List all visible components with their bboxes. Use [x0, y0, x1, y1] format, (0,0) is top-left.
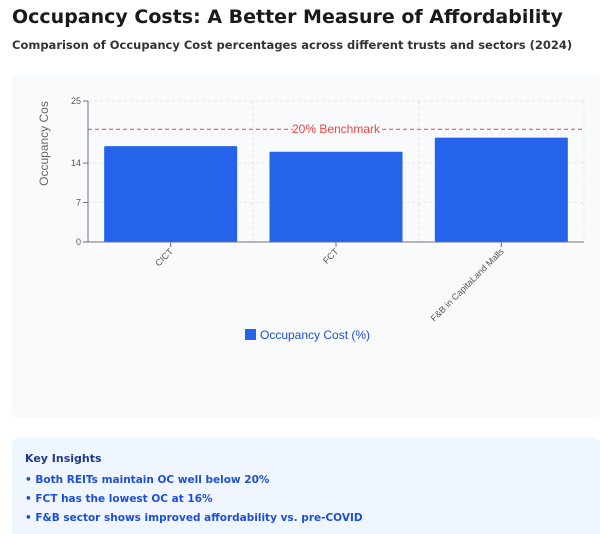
- x-tick-label: CICT: [153, 246, 175, 268]
- legend-label: Occupancy Cost (%): [260, 328, 370, 342]
- occupancy-cost-bar-chart: 0 7 14 25 Occupancy Cos 20% Benchmark CICT FCT F…: [37, 96, 585, 342]
- y-tick-label: 14: [71, 158, 81, 168]
- y-tick-label: 0: [76, 237, 81, 247]
- insights-list: • Both REITs maintain OC well below 20% …: [25, 473, 600, 525]
- benchmark-label: 20% Benchmark: [292, 122, 381, 136]
- y-axis-label: Occupancy Cos: [37, 101, 51, 186]
- chart-card: 0 7 14 25 Occupancy Cos 20% Benchmark CICT FCT F…: [12, 74, 600, 418]
- y-tick-label: 7: [76, 198, 81, 208]
- insight-item: • FCT has the lowest OC at 16%: [25, 493, 213, 505]
- page-title: Occupancy Costs: A Better Measure of Aff…: [12, 6, 563, 28]
- x-tick-label: FCT: [321, 246, 341, 266]
- insight-item: • Both REITs maintain OC well below 20%: [25, 474, 270, 486]
- insight-item: • F&B sector shows improved affordabilit…: [25, 512, 363, 524]
- page-subtitle: Comparison of Occupancy Cost percentages…: [12, 38, 573, 52]
- insights-title: Key Insights: [25, 452, 102, 465]
- y-tick-label: 25: [71, 96, 81, 106]
- key-insights-panel: Key Insights • Both REITs maintain OC we…: [12, 438, 600, 534]
- bar: [104, 146, 238, 242]
- legend-swatch: [245, 329, 256, 340]
- bar: [434, 137, 568, 242]
- x-tick-label: F&B in CapitaLand Malls: [429, 246, 506, 323]
- bar: [269, 151, 403, 242]
